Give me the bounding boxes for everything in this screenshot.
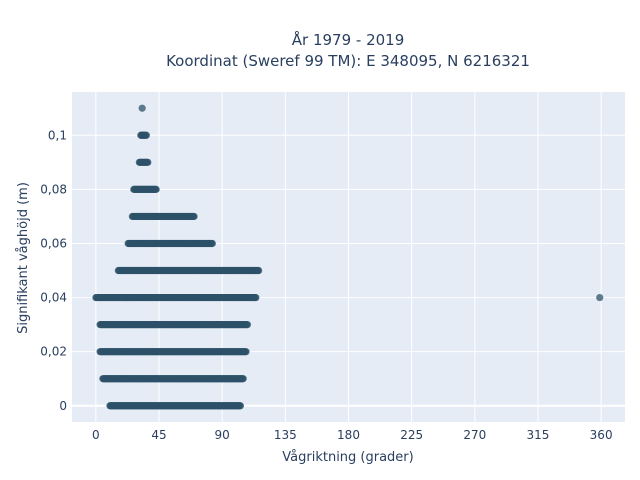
data-point (208, 239, 216, 248)
x-tick-label: 225 (400, 428, 423, 442)
x-tick-label: 270 (463, 428, 486, 442)
x-tick-label: 135 (274, 428, 297, 442)
x-axis-label: Vågriktning (grader) (282, 450, 413, 465)
y-tick-label: 0,04 (40, 291, 67, 305)
data-point (252, 293, 260, 302)
data-point (138, 104, 146, 112)
x-tick-label: 180 (337, 428, 360, 442)
y-tick-label: 0,02 (40, 345, 67, 359)
chart-title-line-1: År 1979 - 2019 (292, 30, 405, 49)
y-axis-label: Signifikant våghöjd (m) (16, 182, 31, 334)
y-tick-labels: 0 0,02 0,04 0,06 0,08 0,1 (40, 128, 67, 412)
data-point (142, 131, 150, 139)
x-tick-labels: 0 45 90 135 180 225 270 315 360 (92, 428, 613, 442)
data-point (243, 321, 252, 329)
data-points (92, 104, 604, 410)
x-tick-label: 45 (151, 428, 166, 442)
x-tick-label: 90 (215, 428, 230, 442)
data-point (190, 212, 198, 221)
y-tick-label: 0,1 (48, 128, 67, 142)
data-point (144, 158, 152, 166)
data-point (242, 348, 250, 356)
chart-title-line-2: Koordinat (Sweref 99 TM): E 348095, N 62… (166, 52, 530, 70)
x-tick-label: 0 (92, 428, 100, 442)
data-point (236, 402, 245, 410)
data-point (239, 375, 247, 383)
y-tick-label: 0,06 (40, 236, 67, 250)
data-point (152, 185, 160, 193)
y-tick-label: 0,08 (40, 182, 67, 196)
data-point (255, 266, 263, 275)
data-point (596, 293, 604, 302)
grid-lines (72, 92, 625, 422)
x-tick-label: 360 (590, 428, 613, 442)
y-tick-label: 0 (59, 399, 67, 413)
x-tick-label: 315 (527, 428, 550, 442)
